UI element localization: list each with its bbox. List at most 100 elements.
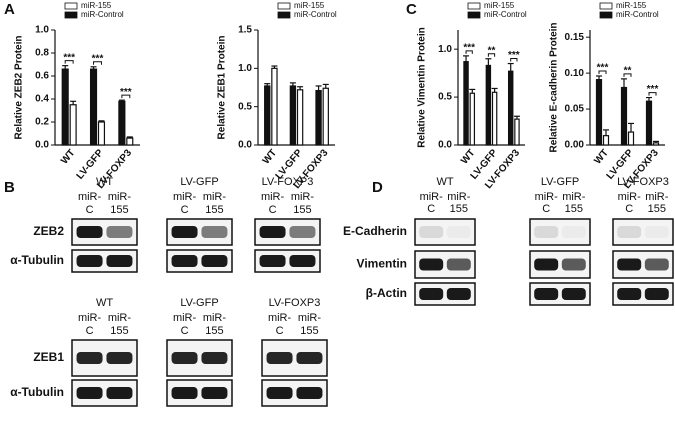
group-label: LV-FOXP3	[262, 176, 314, 188]
blot-band	[296, 352, 323, 364]
blot-band	[266, 387, 293, 399]
legend-label: miR-Control	[484, 10, 527, 19]
panel-label: C	[406, 1, 417, 18]
row-label: β-Actin	[366, 286, 407, 300]
significance-bracket	[64, 60, 74, 64]
legend-swatch	[64, 2, 78, 10]
panel-label: D	[372, 179, 383, 196]
bar	[97, 121, 106, 146]
x-tick-label: WT	[592, 148, 610, 167]
lane-label: miR-	[203, 312, 227, 324]
bar	[652, 142, 660, 146]
legend-swatch	[277, 11, 291, 19]
lane-label: miR-	[78, 191, 102, 203]
group-label: LV-FOXP3	[269, 297, 321, 309]
blot-band	[201, 226, 228, 238]
legend-label: miR-Control	[294, 10, 337, 19]
blot-band	[266, 352, 293, 364]
bar	[69, 104, 77, 146]
x-tick-label: WT	[59, 148, 77, 167]
y-tick-label: 0.0	[238, 140, 252, 151]
blot-band	[171, 352, 198, 364]
y-tick-label: 0.00	[565, 140, 585, 151]
significance-label: ***	[647, 84, 659, 95]
row-label: ZEB1	[33, 350, 64, 364]
group-label: WT	[436, 176, 453, 188]
lane-label: C	[86, 204, 94, 216]
lane-label: C	[181, 204, 189, 216]
lane-label: C	[625, 203, 633, 215]
lane-label: miR-	[291, 191, 315, 203]
y-tick-label: 1.0	[35, 25, 49, 36]
lane-label: miR-	[108, 191, 132, 203]
significance-bracket	[487, 53, 496, 57]
lane-label: C	[86, 325, 94, 337]
legend-label: miR-155	[616, 1, 647, 10]
legend-label: miR-Control	[81, 10, 124, 19]
bar	[507, 70, 514, 146]
blot-band	[106, 352, 133, 364]
lane-label: 155	[300, 325, 318, 337]
y-axis-label: Relative Vimentin Protein	[417, 27, 428, 147]
significance-bracket	[465, 50, 473, 54]
lane-label: C	[427, 203, 435, 215]
blot-frame	[529, 218, 591, 246]
bar	[595, 78, 603, 146]
lane-label: 155	[450, 203, 468, 215]
significance-bracket	[93, 61, 102, 65]
legend-swatch	[467, 11, 481, 19]
blot-band	[296, 387, 323, 399]
bar	[126, 137, 134, 146]
blot-band	[76, 387, 103, 399]
lane-label: 155	[205, 325, 223, 337]
lane-label: C	[276, 325, 284, 337]
significance-bracket	[623, 73, 632, 77]
blot-band	[617, 226, 642, 238]
lane-label: 155	[293, 204, 311, 216]
lane-label: miR-	[618, 191, 642, 203]
lane-label: C	[269, 204, 277, 216]
blot-band	[644, 288, 669, 300]
blot-band	[644, 258, 669, 271]
y-tick-label: 0.15	[565, 32, 585, 43]
y-axis-label: Relative E-cadherin Protein	[549, 22, 560, 152]
y-tick-label: 0.0	[438, 140, 452, 151]
y-tick-label: 0.6	[35, 71, 49, 82]
bar	[485, 64, 492, 146]
y-tick-label: 0.2	[35, 117, 49, 128]
significance-bracket	[648, 92, 657, 96]
legend-swatch	[64, 11, 78, 19]
significance-label: **	[488, 45, 496, 56]
blot-band	[534, 258, 559, 271]
row-label: E-Cadherin	[343, 224, 407, 238]
y-tick-label: 0.0	[35, 140, 49, 151]
bar	[118, 100, 126, 146]
blot-band	[561, 258, 586, 271]
y-tick-label: 1.0	[238, 63, 252, 74]
legend-swatch	[599, 2, 613, 10]
blot-band	[201, 255, 228, 267]
y-tick-label: 0.5	[438, 92, 452, 103]
bar	[469, 92, 476, 146]
blot-band	[76, 352, 103, 364]
blot-band	[259, 226, 286, 238]
y-tick-label: 1.5	[238, 25, 252, 36]
significance-label: ***	[120, 87, 132, 98]
y-tick-label: 1.0	[438, 44, 452, 55]
blot-band	[561, 226, 586, 238]
group-label: WT	[96, 176, 113, 188]
lane-label: miR-	[447, 191, 471, 203]
bar	[602, 135, 610, 146]
lane-label: miR-	[298, 312, 322, 324]
legend-swatch	[467, 2, 481, 10]
row-label: ZEB2	[33, 224, 64, 238]
lane-label: C	[542, 203, 550, 215]
blot-band	[446, 288, 471, 300]
y-tick-label: 0.5	[238, 101, 252, 112]
bar	[627, 131, 635, 146]
blot-band	[289, 226, 316, 238]
y-tick-label: 0.10	[565, 68, 585, 79]
y-tick-label: 0.8	[35, 48, 49, 59]
legend-label: miR-155	[81, 1, 112, 10]
